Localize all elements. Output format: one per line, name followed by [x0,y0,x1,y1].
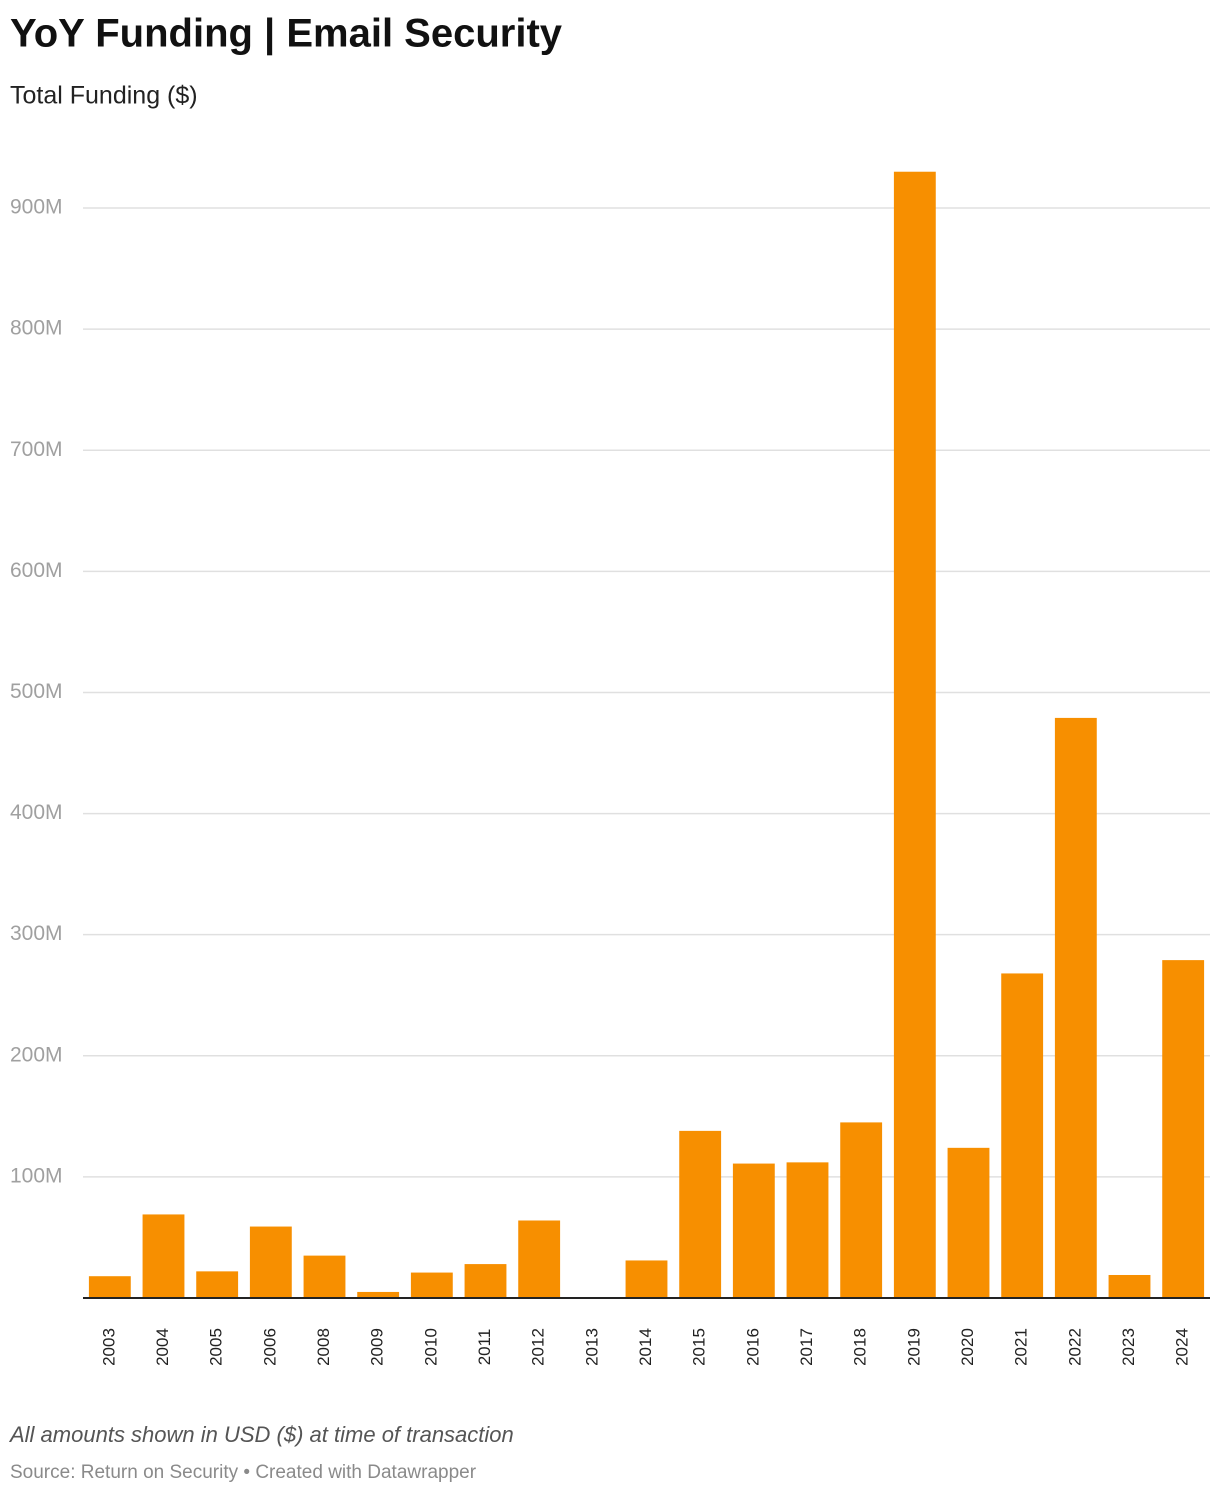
x-tick-label: 2006 [260,1328,279,1366]
x-tick-label: 2012 [529,1328,548,1366]
bar [786,1162,829,1298]
y-tick-label: 100M [10,1164,63,1187]
y-tick-label: 200M [10,1043,63,1066]
bar [625,1260,668,1298]
x-tick-label: 2018 [851,1328,870,1366]
chart-subtitle: Total Funding ($) [10,82,198,110]
x-tick-label: 2022 [1065,1328,1084,1366]
x-tick-label: 2023 [1119,1328,1138,1366]
x-tick-label: 2020 [958,1328,977,1366]
x-tick-label: 2003 [99,1328,118,1366]
y-tick-label: 900M [10,196,63,219]
bar [410,1272,453,1298]
bar [1054,717,1097,1298]
bar [88,1276,131,1298]
bar [249,1226,292,1298]
bar [518,1220,561,1298]
chart-title: YoY Funding | Email Security [10,12,563,56]
y-tick-label: 800M [10,317,63,340]
bar [303,1255,346,1298]
bar [947,1147,990,1298]
y-tick-label: 700M [10,438,63,461]
chart-source: Source: Return on Security • Created wit… [10,1462,477,1483]
bar [196,1271,239,1298]
x-tick-label: 2015 [690,1328,709,1366]
x-tick-label: 2011 [475,1329,494,1366]
x-tick-label: 2019 [904,1328,923,1366]
x-tick-label: 2017 [797,1328,816,1366]
y-tick-label: 600M [10,559,63,582]
x-tick-label: 2021 [1012,1328,1031,1366]
bar [732,1163,775,1298]
x-tick-label: 2016 [743,1328,762,1366]
bar [1001,973,1044,1298]
bar [893,171,936,1298]
x-tick-label: 2004 [153,1328,172,1366]
x-tick-label: 2010 [421,1328,440,1366]
bar [679,1130,722,1298]
bar [840,1122,883,1298]
bar [464,1264,507,1298]
x-tick-label: 2008 [314,1328,333,1366]
y-tick-label: 500M [10,680,63,703]
chart-note: All amounts shown in USD ($) at time of … [8,1422,514,1447]
bar [1108,1274,1151,1298]
x-tick-label: 2013 [582,1328,601,1366]
y-tick-label: 400M [10,801,63,824]
bar [357,1291,400,1298]
bar [142,1214,185,1298]
x-tick-label: 2009 [368,1328,387,1366]
x-tick-label: 2024 [1173,1328,1192,1366]
x-tick-label: 2014 [636,1328,655,1366]
x-tick-label: 2005 [207,1328,226,1366]
y-tick-label: 300M [10,922,63,945]
bar [1162,960,1205,1298]
